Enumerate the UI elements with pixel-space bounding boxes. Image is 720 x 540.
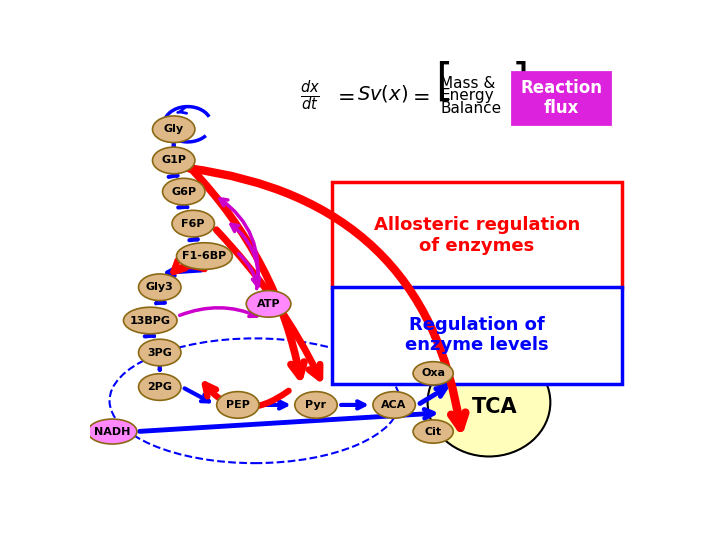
Ellipse shape: [138, 339, 181, 366]
Ellipse shape: [138, 274, 181, 301]
Text: PEP: PEP: [226, 400, 250, 410]
Ellipse shape: [413, 420, 454, 443]
Text: $Sv(x)$: $Sv(x)$: [357, 83, 408, 104]
Text: 2PG: 2PG: [148, 382, 172, 392]
Text: ATP: ATP: [257, 299, 280, 309]
Text: ACA: ACA: [382, 400, 407, 410]
Ellipse shape: [88, 419, 137, 444]
Text: 13BPG: 13BPG: [130, 315, 171, 326]
FancyBboxPatch shape: [513, 72, 610, 124]
Text: Regulation of
enzyme levels: Regulation of enzyme levels: [405, 316, 549, 354]
Ellipse shape: [294, 392, 337, 418]
Text: Cit: Cit: [425, 427, 442, 436]
Text: Mass &: Mass &: [441, 76, 496, 91]
Text: Oxa: Oxa: [421, 368, 445, 379]
Text: $\frac{dx}{dt}$: $\frac{dx}{dt}$: [300, 79, 320, 113]
FancyBboxPatch shape: [332, 287, 622, 384]
Text: F6P: F6P: [181, 219, 205, 228]
Text: G6P: G6P: [171, 187, 197, 197]
Text: TCA: TCA: [472, 396, 518, 416]
FancyBboxPatch shape: [332, 182, 622, 288]
Text: Reaction
flux: Reaction flux: [521, 79, 603, 118]
Text: Gly3: Gly3: [146, 282, 174, 292]
Ellipse shape: [163, 178, 205, 205]
Ellipse shape: [176, 243, 233, 269]
Text: ]: ]: [512, 61, 529, 104]
Ellipse shape: [428, 348, 550, 456]
Ellipse shape: [217, 392, 259, 418]
Text: G1P: G1P: [161, 156, 186, 165]
Text: 3PG: 3PG: [148, 348, 172, 357]
Text: $=$: $=$: [333, 86, 355, 106]
Text: $=$: $=$: [408, 86, 430, 106]
Ellipse shape: [413, 362, 454, 385]
Ellipse shape: [124, 307, 177, 334]
Text: Gly: Gly: [163, 124, 184, 134]
Text: F1-6BP: F1-6BP: [182, 251, 227, 261]
Text: Energy: Energy: [441, 89, 494, 104]
Text: Allosteric regulation
of enzymes: Allosteric regulation of enzymes: [374, 216, 580, 255]
Ellipse shape: [138, 374, 181, 400]
Ellipse shape: [153, 116, 195, 143]
Ellipse shape: [373, 392, 415, 418]
Text: NADH: NADH: [94, 427, 130, 436]
Text: [: [: [435, 61, 452, 104]
Ellipse shape: [246, 291, 291, 317]
Text: Balance: Balance: [441, 101, 502, 116]
Ellipse shape: [153, 147, 195, 174]
Ellipse shape: [172, 210, 215, 237]
Text: Pyr: Pyr: [305, 400, 327, 410]
